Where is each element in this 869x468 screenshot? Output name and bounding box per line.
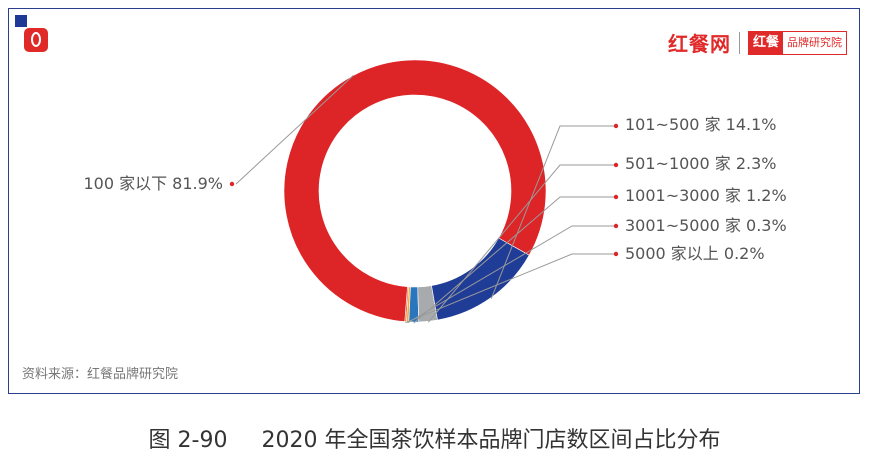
label-3001-5000: 3001~5000 家 0.3% bbox=[625, 216, 787, 235]
slice-under-100 bbox=[283, 59, 547, 322]
corner-accent bbox=[15, 15, 27, 27]
brand-badge-institute: 品牌研究院 bbox=[787, 35, 842, 49]
leader-501-1000 bbox=[427, 164, 614, 323]
brand-header: 红餐网 红餐 品牌研究院 bbox=[668, 28, 847, 57]
data-source: 资料来源：红餐品牌研究院 bbox=[22, 367, 179, 382]
label-1001-3000: 1001~3000 家 1.2% bbox=[625, 186, 787, 205]
label-501-1000: 501~1000 家 2.3% bbox=[625, 154, 777, 173]
label-under-100: 100 家以下 81.9% bbox=[83, 174, 223, 193]
label-101-500: 101~500 家 14.1% bbox=[625, 115, 777, 134]
leader-over-5000 bbox=[405, 253, 614, 324]
chart-frame bbox=[8, 8, 860, 394]
brand-name: 红餐网 bbox=[667, 32, 731, 56]
slice-501-1000 bbox=[417, 285, 438, 323]
figure-number: 图 2-90 bbox=[148, 428, 228, 453]
leader-101-500-dot bbox=[613, 123, 619, 129]
brand-divider bbox=[738, 31, 740, 54]
brand-badge-short: 红餐 bbox=[748, 31, 783, 54]
label-over-5000: 5000 家以上 0.2% bbox=[625, 244, 765, 263]
brand-logo-icon bbox=[24, 28, 48, 52]
leader-under-100-dot bbox=[229, 181, 235, 187]
leader-3001-5000-dot bbox=[613, 223, 619, 229]
leader-over-5000-dot bbox=[613, 251, 619, 257]
leader-501-1000-dot bbox=[613, 162, 619, 168]
leader-3001-5000 bbox=[407, 225, 614, 324]
figure-title: 2020 年全国茶饮样本品牌门店数区间占比分布 bbox=[261, 428, 721, 453]
leader-under-100 bbox=[235, 75, 354, 185]
brand-badge: 红餐 品牌研究院 bbox=[747, 30, 847, 55]
leader-1001-3000 bbox=[413, 196, 614, 324]
figure-caption: 图 2-90 2020 年全国茶饮样本品牌门店数区间占比分布 bbox=[0, 422, 869, 454]
leader-1001-3000-dot bbox=[613, 194, 619, 200]
slice-101-500 bbox=[431, 237, 530, 321]
leader-101-500 bbox=[490, 125, 614, 299]
